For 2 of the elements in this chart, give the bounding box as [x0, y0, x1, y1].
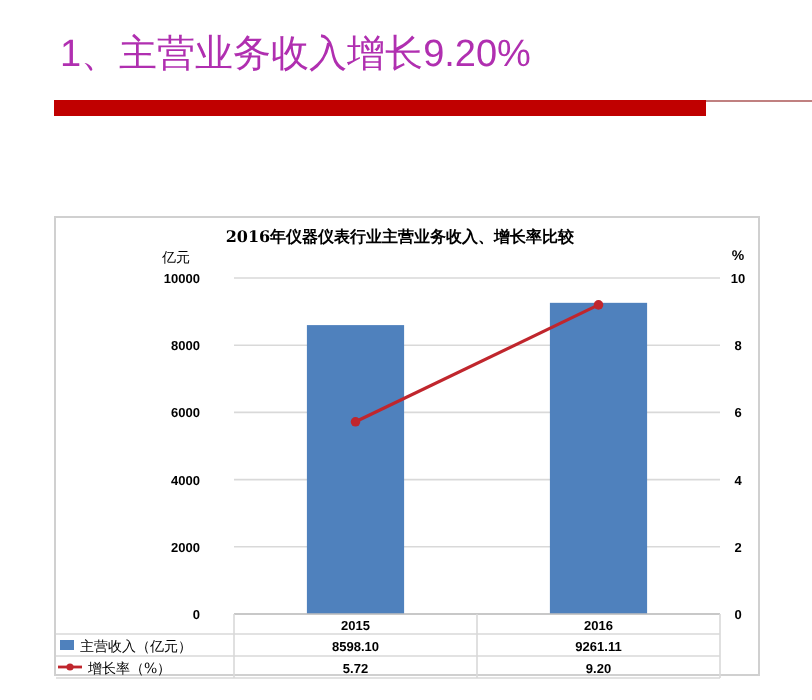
chart-title: 1、主营业务收入增长9.20% — [60, 32, 532, 76]
chart-subtitle: 2016年仪器仪表行业主营业务收入、增长率比较 — [225, 226, 577, 246]
